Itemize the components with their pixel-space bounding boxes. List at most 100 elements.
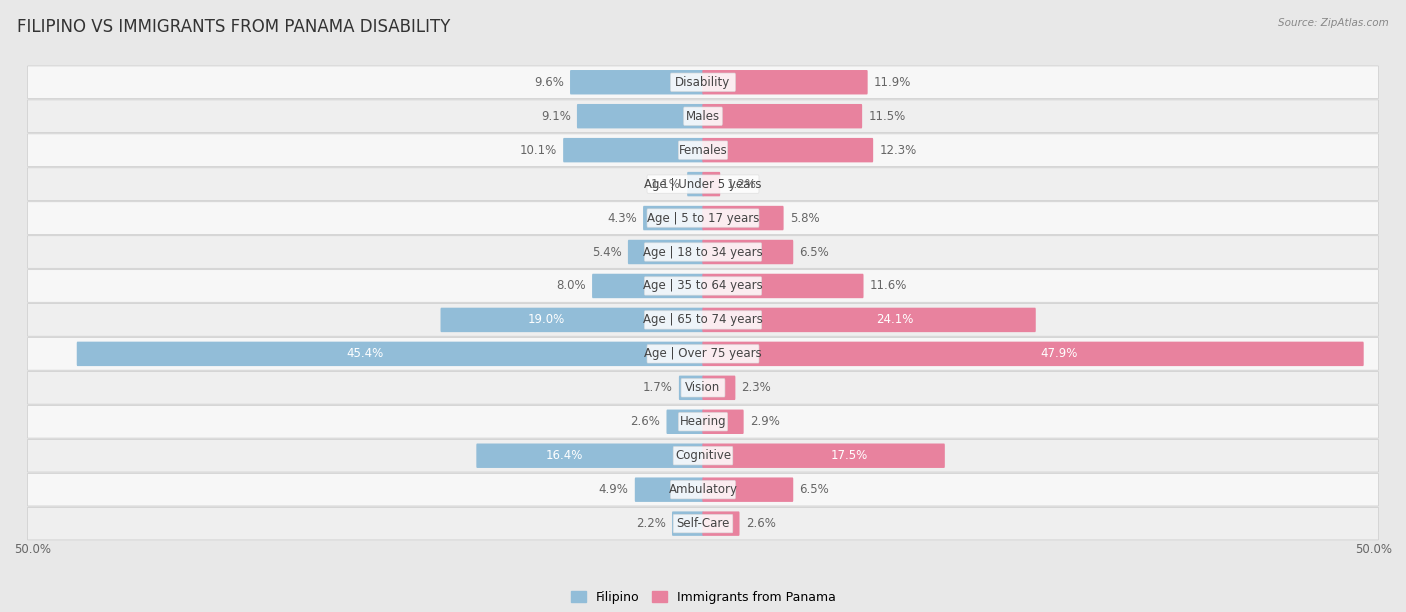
FancyBboxPatch shape	[679, 141, 727, 159]
FancyBboxPatch shape	[564, 138, 703, 162]
FancyBboxPatch shape	[28, 168, 1378, 200]
Text: 5.4%: 5.4%	[592, 245, 621, 258]
FancyBboxPatch shape	[683, 107, 723, 125]
Text: 50.0%: 50.0%	[1355, 543, 1392, 556]
FancyBboxPatch shape	[28, 202, 1378, 234]
Text: 1.7%: 1.7%	[643, 381, 672, 394]
FancyBboxPatch shape	[673, 515, 733, 533]
FancyBboxPatch shape	[703, 70, 868, 94]
FancyBboxPatch shape	[703, 138, 873, 162]
Text: Age | 18 to 34 years: Age | 18 to 34 years	[643, 245, 763, 258]
Text: 12.3%: 12.3%	[879, 144, 917, 157]
Text: Self-Care: Self-Care	[676, 517, 730, 530]
FancyBboxPatch shape	[77, 341, 703, 366]
FancyBboxPatch shape	[28, 270, 1378, 302]
Text: 9.6%: 9.6%	[534, 76, 564, 89]
FancyBboxPatch shape	[28, 304, 1378, 336]
Legend: Filipino, Immigrants from Panama: Filipino, Immigrants from Panama	[565, 586, 841, 609]
Text: 2.6%: 2.6%	[630, 416, 661, 428]
FancyBboxPatch shape	[681, 379, 725, 397]
FancyBboxPatch shape	[28, 474, 1378, 506]
Text: FILIPINO VS IMMIGRANTS FROM PANAMA DISABILITY: FILIPINO VS IMMIGRANTS FROM PANAMA DISAB…	[17, 18, 450, 36]
FancyBboxPatch shape	[679, 376, 703, 400]
FancyBboxPatch shape	[28, 507, 1378, 540]
Text: Age | Under 5 years: Age | Under 5 years	[644, 177, 762, 190]
FancyBboxPatch shape	[673, 447, 733, 465]
FancyBboxPatch shape	[28, 439, 1378, 472]
Text: 4.9%: 4.9%	[599, 483, 628, 496]
Text: Age | 5 to 17 years: Age | 5 to 17 years	[647, 212, 759, 225]
Text: 2.9%: 2.9%	[749, 416, 780, 428]
FancyBboxPatch shape	[592, 274, 703, 298]
FancyBboxPatch shape	[628, 240, 703, 264]
Text: 45.4%: 45.4%	[346, 348, 384, 360]
FancyBboxPatch shape	[671, 73, 735, 91]
Text: 19.0%: 19.0%	[529, 313, 565, 326]
FancyBboxPatch shape	[477, 444, 703, 468]
FancyBboxPatch shape	[647, 345, 759, 363]
FancyBboxPatch shape	[647, 175, 759, 193]
FancyBboxPatch shape	[703, 308, 1036, 332]
FancyBboxPatch shape	[576, 104, 703, 129]
Text: 10.1%: 10.1%	[520, 144, 557, 157]
Text: 50.0%: 50.0%	[14, 543, 51, 556]
FancyBboxPatch shape	[703, 477, 793, 502]
FancyBboxPatch shape	[28, 406, 1378, 438]
FancyBboxPatch shape	[703, 376, 735, 400]
Text: 11.9%: 11.9%	[875, 76, 911, 89]
Text: 11.5%: 11.5%	[869, 110, 905, 122]
Text: 2.6%: 2.6%	[745, 517, 776, 530]
Text: 47.9%: 47.9%	[1040, 348, 1077, 360]
FancyBboxPatch shape	[643, 206, 703, 230]
Text: Age | 65 to 74 years: Age | 65 to 74 years	[643, 313, 763, 326]
Text: Source: ZipAtlas.com: Source: ZipAtlas.com	[1278, 18, 1389, 28]
FancyBboxPatch shape	[28, 371, 1378, 404]
Text: 6.5%: 6.5%	[800, 483, 830, 496]
Text: 9.1%: 9.1%	[541, 110, 571, 122]
FancyBboxPatch shape	[672, 512, 703, 536]
Text: Females: Females	[679, 144, 727, 157]
FancyBboxPatch shape	[703, 444, 945, 468]
FancyBboxPatch shape	[679, 412, 727, 431]
Text: 16.4%: 16.4%	[546, 449, 583, 462]
Text: 2.2%: 2.2%	[636, 517, 666, 530]
Text: 11.6%: 11.6%	[870, 280, 907, 293]
FancyBboxPatch shape	[703, 512, 740, 536]
FancyBboxPatch shape	[647, 209, 759, 227]
Text: Age | 35 to 64 years: Age | 35 to 64 years	[643, 280, 763, 293]
FancyBboxPatch shape	[671, 480, 735, 499]
Text: 6.5%: 6.5%	[800, 245, 830, 258]
Text: 17.5%: 17.5%	[831, 449, 868, 462]
FancyBboxPatch shape	[569, 70, 703, 94]
FancyBboxPatch shape	[644, 311, 762, 329]
Text: Age | Over 75 years: Age | Over 75 years	[644, 348, 762, 360]
FancyBboxPatch shape	[634, 477, 703, 502]
FancyBboxPatch shape	[28, 134, 1378, 166]
Text: 8.0%: 8.0%	[557, 280, 586, 293]
FancyBboxPatch shape	[28, 236, 1378, 268]
FancyBboxPatch shape	[703, 341, 1364, 366]
Text: 1.1%: 1.1%	[651, 177, 681, 190]
FancyBboxPatch shape	[703, 274, 863, 298]
Text: Males: Males	[686, 110, 720, 122]
FancyBboxPatch shape	[440, 308, 703, 332]
Text: 24.1%: 24.1%	[876, 313, 914, 326]
Text: 2.3%: 2.3%	[741, 381, 772, 394]
FancyBboxPatch shape	[703, 172, 720, 196]
FancyBboxPatch shape	[644, 277, 762, 295]
FancyBboxPatch shape	[703, 206, 783, 230]
FancyBboxPatch shape	[688, 172, 703, 196]
Text: Hearing: Hearing	[679, 416, 727, 428]
FancyBboxPatch shape	[703, 240, 793, 264]
Text: Disability: Disability	[675, 76, 731, 89]
FancyBboxPatch shape	[666, 409, 703, 434]
Text: Vision: Vision	[685, 381, 721, 394]
FancyBboxPatch shape	[703, 409, 744, 434]
Text: 4.3%: 4.3%	[607, 212, 637, 225]
Text: 1.2%: 1.2%	[727, 177, 756, 190]
Text: Cognitive: Cognitive	[675, 449, 731, 462]
FancyBboxPatch shape	[644, 243, 762, 261]
FancyBboxPatch shape	[28, 66, 1378, 99]
FancyBboxPatch shape	[28, 338, 1378, 370]
Text: Ambulatory: Ambulatory	[668, 483, 738, 496]
